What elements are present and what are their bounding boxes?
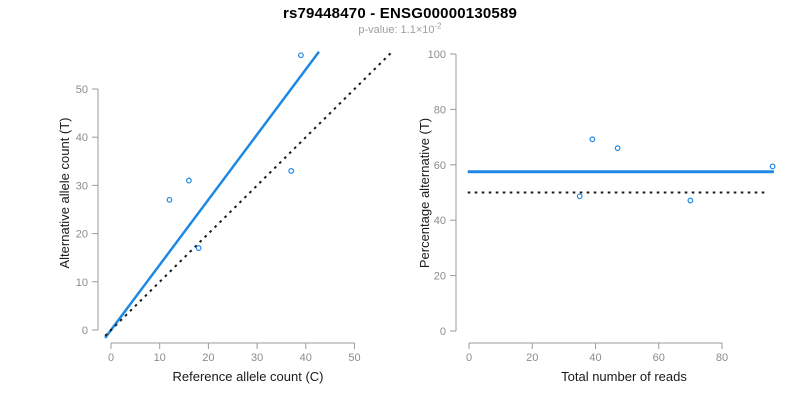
y-axis-title: Alternative allele count (T) xyxy=(57,117,72,268)
fitted-proportion-line xyxy=(104,50,320,339)
y-tick-label: 30 xyxy=(76,180,88,192)
x-tick-label: 50 xyxy=(348,352,360,364)
y-tick-label: 0 xyxy=(440,326,446,338)
y-tick-label: 20 xyxy=(434,271,446,283)
x-tick-label: 40 xyxy=(589,352,601,364)
x-tick-label: 10 xyxy=(154,352,166,364)
allele-counts-scatter: 0 10 20 30 40 50 0 10 20 30 40 50 Reference allele c… xyxy=(57,50,393,384)
percentage-vs-coverage-scatter: 0 20 40 60 80 0 20 40 60 80 100 Total number of rea… xyxy=(417,49,776,384)
x-tick-label: 30 xyxy=(251,352,263,364)
x-tick-label: 80 xyxy=(716,352,728,364)
data-point xyxy=(298,52,304,59)
p-value-exponent: -2 xyxy=(434,21,442,31)
data-point xyxy=(614,145,621,152)
data-point xyxy=(576,193,583,200)
y-tick-label: 100 xyxy=(428,49,446,61)
x-tick-label: 0 xyxy=(108,352,114,364)
x-tick-label: 40 xyxy=(300,352,312,364)
figure-subtitle: p-value: 1.1×10-2 xyxy=(0,21,800,36)
x-axis-title: Reference allele count (C) xyxy=(172,369,323,384)
data-point xyxy=(687,197,694,204)
y-axis-title: Percentage alternative (T) xyxy=(417,118,432,268)
figure-title: rs79448470 - ENSG00000130589 xyxy=(282,5,518,22)
data-point xyxy=(288,168,295,174)
x-tick-label: 20 xyxy=(202,352,214,364)
data-point xyxy=(589,136,596,143)
data-point xyxy=(195,245,202,251)
data-point xyxy=(186,177,192,184)
y-tick-label: 20 xyxy=(76,229,88,241)
x-tick-label: 0 xyxy=(466,352,472,364)
y-tick-label: 80 xyxy=(434,104,446,116)
data-point xyxy=(166,196,173,203)
x-tick-label: 20 xyxy=(526,352,538,364)
identity-line xyxy=(104,51,393,337)
y-tick-label: 50 xyxy=(76,84,88,96)
y-tick-label: 40 xyxy=(76,132,88,144)
y-tick-label: 10 xyxy=(76,277,88,289)
x-tick-label: 60 xyxy=(653,352,665,364)
x-axis-title: Total number of reads xyxy=(561,369,687,384)
y-tick-label: 60 xyxy=(434,160,446,172)
y-tick-label: 40 xyxy=(434,215,446,227)
data-point xyxy=(769,163,776,170)
p-value-label: p-value: 1.1×10 xyxy=(358,24,435,36)
y-tick-label: 0 xyxy=(82,325,88,337)
